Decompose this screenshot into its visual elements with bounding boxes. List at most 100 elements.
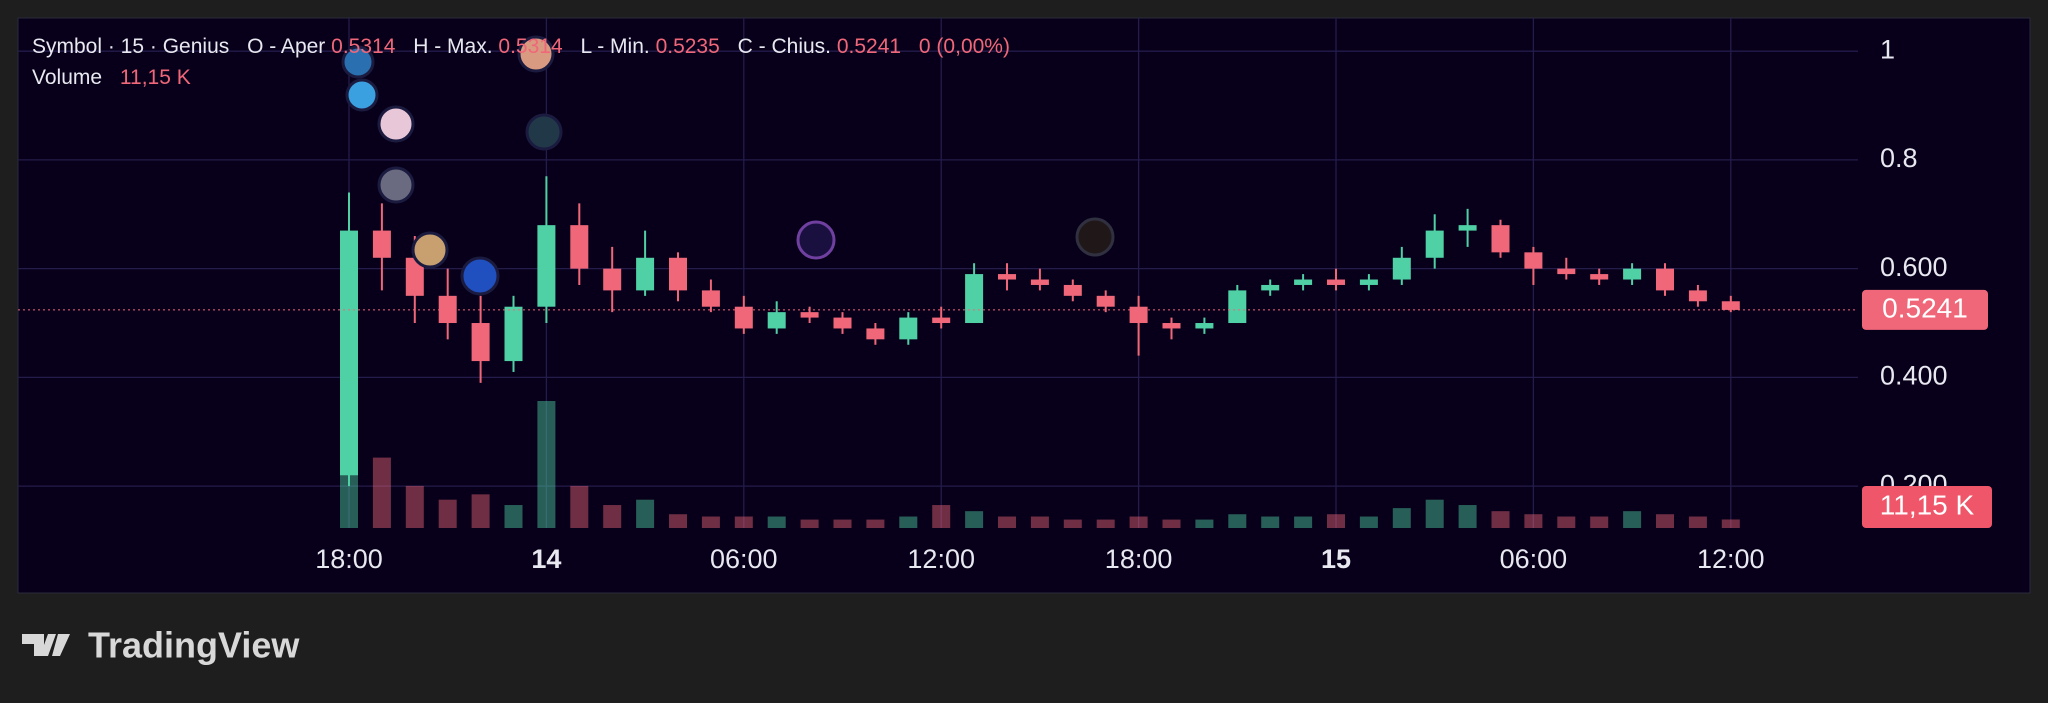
candle-body (636, 257, 655, 291)
volume-bar (1721, 519, 1740, 528)
legend-close-label: C - Chius. (738, 35, 831, 58)
logo-icon (22, 634, 70, 656)
y-tick-label: 1 (1880, 34, 1895, 64)
legend-low: 0.5235 (656, 35, 720, 58)
candle-body (1425, 230, 1444, 258)
volume-bar (570, 485, 589, 528)
volume-bar (1656, 514, 1674, 528)
volume-tag (1862, 486, 1992, 528)
volume-bar (1458, 505, 1477, 528)
candle-body (1096, 295, 1115, 307)
volume-bar (1524, 514, 1543, 528)
candle-body (833, 317, 852, 329)
volume-bar (1228, 514, 1247, 528)
volume-bar (537, 401, 556, 528)
legend-open: 0.5314 (331, 35, 396, 58)
volume-bar (1294, 516, 1313, 528)
avatar (341, 45, 375, 79)
volume-bar (1162, 519, 1181, 528)
candle-body (965, 274, 984, 324)
volume-bar (504, 505, 523, 528)
avatar (377, 166, 415, 204)
candle-body (603, 268, 622, 291)
volume-bar (1590, 516, 1609, 528)
candle-body (537, 225, 556, 307)
volume-bar (405, 485, 424, 528)
y-tick-label: 0.400 (1880, 361, 1948, 391)
legend-symbol: Symbol · 15 · Genius (32, 35, 229, 58)
x-tick-label: 18:00 (1105, 544, 1173, 574)
volume-bar (669, 514, 687, 528)
candle-body (734, 306, 753, 329)
volume-bar (1491, 511, 1510, 528)
candle-body (1688, 290, 1707, 302)
legend-close: 0.5241 (837, 35, 901, 58)
candle-body (1392, 257, 1411, 280)
candle-body (405, 257, 424, 296)
volume-bar (1392, 508, 1411, 528)
candle-body (504, 306, 523, 362)
candle-body (669, 257, 687, 291)
candle-body (1557, 268, 1576, 275)
candle-body (1228, 290, 1247, 324)
logo: TradingView (22, 625, 300, 666)
candle-body (701, 290, 720, 307)
candle-body (1063, 284, 1082, 296)
y-tick-label: 0.8 (1880, 143, 1918, 173)
candle-body (899, 317, 918, 340)
candle-body (932, 317, 951, 324)
avatar (796, 220, 836, 260)
avatar (517, 35, 555, 73)
candles (340, 176, 1740, 487)
volume-bar (1359, 516, 1378, 528)
legend-volume: 11,15 K (120, 66, 191, 89)
candle-body (1524, 252, 1543, 269)
candle-body (767, 312, 786, 329)
legend-open-label: O - Aper (247, 35, 325, 58)
avatar (460, 256, 500, 296)
volume-bar (1063, 519, 1082, 528)
volume-bar (1425, 499, 1444, 528)
avatars (341, 35, 1115, 296)
volume-bar (1261, 516, 1280, 528)
candle-body (438, 295, 457, 324)
volume-bar (734, 516, 753, 528)
candle-body (1195, 323, 1214, 329)
volume-bar (1557, 516, 1576, 528)
candle-body (1623, 268, 1642, 280)
candle-body (800, 312, 819, 318)
candle-body (1359, 279, 1378, 285)
candle-body (471, 323, 490, 362)
x-tick-label: 15 (1321, 544, 1351, 574)
volume-bar (1623, 511, 1642, 528)
candle-body (1458, 225, 1477, 231)
candle-body (1590, 274, 1609, 280)
volume-bar (471, 494, 490, 528)
x-tick-label: 06:00 (1500, 544, 1568, 574)
legend-low-label: L - Min. (580, 35, 649, 58)
candle-body (1294, 279, 1313, 285)
volume-bar (998, 516, 1016, 528)
legend-volume-line: Volume 11,15 K (32, 66, 191, 89)
candle-body (1162, 323, 1181, 329)
avatar (411, 231, 449, 269)
volume-bar (833, 519, 852, 528)
logo-text: TradingView (88, 625, 300, 666)
volume-bar (636, 499, 655, 528)
candle-body (866, 328, 885, 340)
avatar (345, 78, 379, 112)
volume-bar (932, 505, 951, 528)
legend-high-label: H - Max. (413, 35, 492, 58)
volume-bar (372, 457, 391, 528)
avatar (1075, 217, 1115, 257)
volume-bar (438, 499, 457, 528)
last-price-label: 0.5241 (1882, 292, 1968, 323)
volume-bar (800, 519, 819, 528)
candle-body (1327, 279, 1345, 285)
legend-volume-label: Volume (32, 66, 102, 89)
last-price-tag (1862, 289, 1988, 330)
volume-bar (1096, 519, 1115, 528)
